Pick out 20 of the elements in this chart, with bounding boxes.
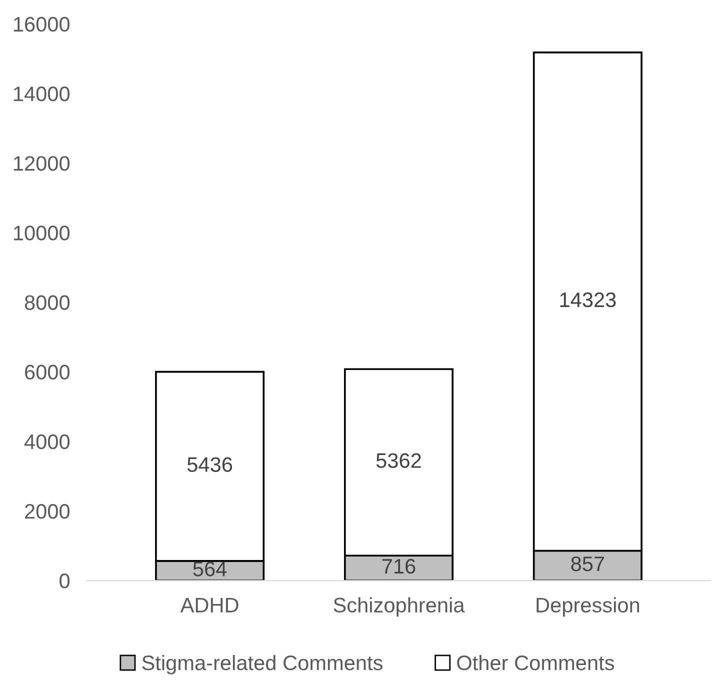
data-label: 716 (382, 558, 416, 574)
y-tick-label: 8000 (24, 295, 70, 310)
y-tick-label: 4000 (24, 434, 70, 450)
y-tick-label: 0 (60, 574, 70, 588)
data-label: 564 (193, 562, 227, 576)
x-tick-label: Depression (536, 597, 640, 617)
legend-label: Other Comments (457, 654, 614, 670)
y-tick-label: 6000 (25, 364, 70, 380)
x-tick-label: Schizophrenia (334, 597, 465, 617)
y-tick-label: 10000 (14, 226, 70, 240)
data-label: 5362 (376, 453, 421, 468)
data-label: 5436 (187, 457, 232, 472)
data-label: 14323 (560, 292, 616, 308)
y-tick-label: 2000 (25, 504, 70, 519)
data-label: 857 (571, 556, 604, 572)
y-tick-label: 16000 (14, 16, 70, 32)
y-tick-label: 12000 (14, 156, 70, 171)
y-tick-label: 14000 (14, 86, 70, 102)
legend-label: Stigma-related Comments (142, 654, 382, 674)
x-tick-label: ADHD (180, 598, 238, 612)
